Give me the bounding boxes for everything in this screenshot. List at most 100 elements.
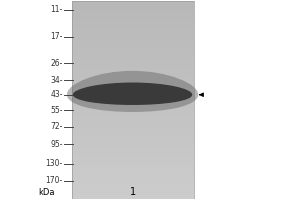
Bar <box>72 193 194 194</box>
Bar <box>72 1 194 2</box>
Bar <box>72 62 194 63</box>
Bar <box>72 20 194 21</box>
Bar <box>72 186 194 187</box>
Text: 130-: 130- <box>46 159 63 168</box>
Bar <box>72 70 194 71</box>
Bar <box>72 30 194 31</box>
Bar <box>72 51 194 52</box>
Bar <box>72 170 194 171</box>
Bar <box>72 153 194 154</box>
Bar <box>72 187 194 188</box>
Bar <box>72 106 194 107</box>
Bar <box>72 3 194 4</box>
Bar <box>72 95 194 96</box>
Bar <box>72 19 194 20</box>
Bar <box>72 132 194 133</box>
Bar <box>72 75 194 76</box>
Bar <box>72 195 194 196</box>
Bar <box>72 182 194 183</box>
Bar <box>72 18 194 19</box>
Bar <box>72 78 194 79</box>
Bar <box>72 175 194 176</box>
Bar <box>72 180 194 181</box>
Text: kDa: kDa <box>38 188 55 197</box>
Bar <box>72 100 194 101</box>
Text: 95-: 95- <box>50 140 63 149</box>
Bar <box>72 14 194 15</box>
Bar <box>72 40 194 41</box>
Bar <box>72 63 194 64</box>
Bar <box>72 166 194 167</box>
Bar <box>72 93 194 94</box>
Bar <box>72 80 194 81</box>
Bar <box>72 58 194 59</box>
Bar <box>72 41 194 42</box>
Bar <box>72 110 194 111</box>
Bar <box>72 16 194 17</box>
Bar <box>72 77 194 78</box>
Bar <box>72 85 194 86</box>
Bar <box>72 87 194 88</box>
Bar <box>72 68 194 69</box>
Bar <box>72 105 194 106</box>
Bar <box>72 149 194 150</box>
Bar <box>72 50 194 51</box>
Bar <box>72 22 194 23</box>
Bar <box>72 174 194 175</box>
Bar <box>72 128 194 129</box>
Ellipse shape <box>73 83 192 105</box>
Bar <box>72 97 194 98</box>
Bar <box>72 67 194 68</box>
Bar <box>72 21 194 22</box>
Bar <box>72 178 194 179</box>
Bar <box>72 79 194 80</box>
Bar <box>72 48 194 49</box>
Bar <box>72 136 194 137</box>
Bar <box>72 9 194 10</box>
Bar <box>72 115 194 116</box>
Bar <box>72 137 194 138</box>
Bar <box>72 61 194 62</box>
Bar <box>72 73 194 74</box>
Bar <box>72 161 194 162</box>
Bar <box>72 32 194 33</box>
Bar <box>72 7 194 8</box>
Text: 72-: 72- <box>50 122 63 131</box>
Bar <box>72 123 194 124</box>
Bar <box>72 183 194 184</box>
Bar <box>72 1 194 199</box>
Bar <box>72 129 194 130</box>
Bar <box>72 116 194 117</box>
Bar <box>72 155 194 156</box>
Bar <box>72 37 194 38</box>
Bar <box>72 118 194 119</box>
Bar <box>72 64 194 65</box>
Bar <box>72 56 194 57</box>
Bar <box>72 147 194 148</box>
Bar <box>72 81 194 82</box>
Bar <box>72 6 194 7</box>
Bar <box>72 38 194 39</box>
Bar <box>72 57 194 58</box>
Text: 26-: 26- <box>50 59 63 68</box>
Bar <box>72 157 194 158</box>
Bar <box>72 35 194 36</box>
Bar <box>72 28 194 29</box>
Bar <box>72 92 194 93</box>
Bar <box>72 145 194 146</box>
Bar <box>72 29 194 30</box>
Bar <box>72 185 194 186</box>
Bar <box>72 10 194 11</box>
Bar <box>72 122 194 123</box>
Bar <box>72 112 194 113</box>
Bar <box>72 5 194 6</box>
Bar <box>72 12 194 13</box>
Bar <box>72 102 194 103</box>
Bar <box>72 131 194 132</box>
Bar <box>72 176 194 177</box>
Bar <box>72 168 194 169</box>
Bar <box>72 55 194 56</box>
Bar <box>72 156 194 157</box>
Bar <box>72 27 194 28</box>
Bar <box>72 159 194 160</box>
